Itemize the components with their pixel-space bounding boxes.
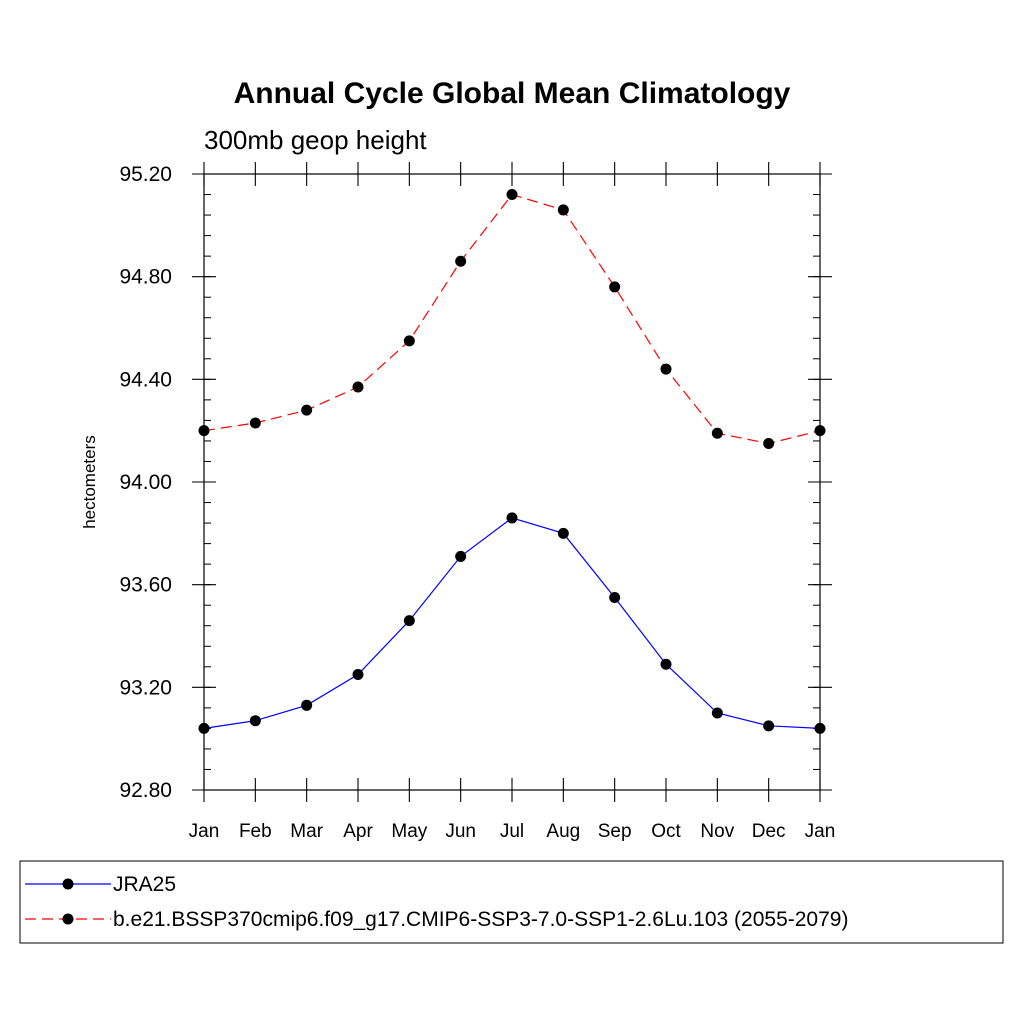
data-point xyxy=(763,720,775,732)
x-tick-label: May xyxy=(391,821,427,842)
x-tick-label: Dec xyxy=(752,821,786,842)
data-point xyxy=(455,550,467,562)
data-point xyxy=(814,425,826,437)
data-point xyxy=(198,722,210,734)
x-tick-label: Jan xyxy=(189,821,220,842)
axes: 92.80 93.20 93.60 94.00 94.40 94.80 95.20 Jan Fe… xyxy=(119,162,835,842)
data-point xyxy=(455,255,467,267)
data-point xyxy=(506,512,518,524)
data-point xyxy=(249,715,261,727)
x-tick-label: Jan xyxy=(805,821,836,842)
y-tick-label: 94.80 xyxy=(119,266,172,289)
y-tick-label: 92.80 xyxy=(119,779,172,802)
legend-label: JRA25 xyxy=(113,873,176,896)
legend-box xyxy=(19,860,1004,944)
y-axis-label: hectometers xyxy=(80,435,99,529)
series-layer xyxy=(198,189,826,734)
data-point xyxy=(403,615,415,627)
data-point xyxy=(609,592,621,603)
legend-label: b.e21.BSSP370cmip6.f09_g17.CMIP6-SSP3-7.… xyxy=(113,908,848,931)
x-tick-label: Aug xyxy=(546,821,580,842)
legend: JRA25 b.e21.BSSP370cmip6.f09_g17.CMIP6-SS… xyxy=(19,860,1004,944)
data-point xyxy=(660,363,672,375)
data-point xyxy=(660,658,672,670)
data-point xyxy=(814,722,826,734)
x-tick-label: Mar xyxy=(290,821,323,842)
data-point xyxy=(711,427,723,439)
series-line-0 xyxy=(203,517,821,729)
data-point xyxy=(711,707,723,719)
data-point xyxy=(301,404,313,416)
x-tick-label: Jul xyxy=(500,821,524,842)
series-line-1 xyxy=(203,193,821,445)
data-point xyxy=(198,425,210,437)
data-point xyxy=(557,527,569,539)
x-tick-label: Sep xyxy=(598,821,632,842)
data-point xyxy=(352,381,364,393)
data-point xyxy=(557,204,569,216)
chart-subtitle: 300mb geop height xyxy=(204,125,427,155)
data-point xyxy=(609,281,621,293)
x-tick-label: Jun xyxy=(445,821,476,842)
y-tick-label: 95.20 xyxy=(119,163,172,186)
x-tick-label: Apr xyxy=(343,821,373,842)
data-point xyxy=(506,189,518,201)
y-tick-label: 94.00 xyxy=(119,471,172,494)
y-tick-label: 93.20 xyxy=(119,676,172,699)
chart-title: Annual Cycle Global Mean Climatology xyxy=(234,77,791,110)
data-point xyxy=(249,417,261,429)
plot-frame xyxy=(203,173,821,791)
y-tick-label: 94.40 xyxy=(119,368,172,391)
data-point xyxy=(301,699,313,711)
x-tick-label: Nov xyxy=(700,821,734,842)
legend-marker xyxy=(62,878,74,890)
data-point xyxy=(403,335,415,347)
y-tick-label: 93.60 xyxy=(119,574,172,597)
x-tick-label: Oct xyxy=(651,821,681,842)
data-point xyxy=(352,669,364,680)
legend-marker xyxy=(62,913,74,925)
data-point xyxy=(763,438,775,449)
x-tick-label: Feb xyxy=(239,821,272,842)
